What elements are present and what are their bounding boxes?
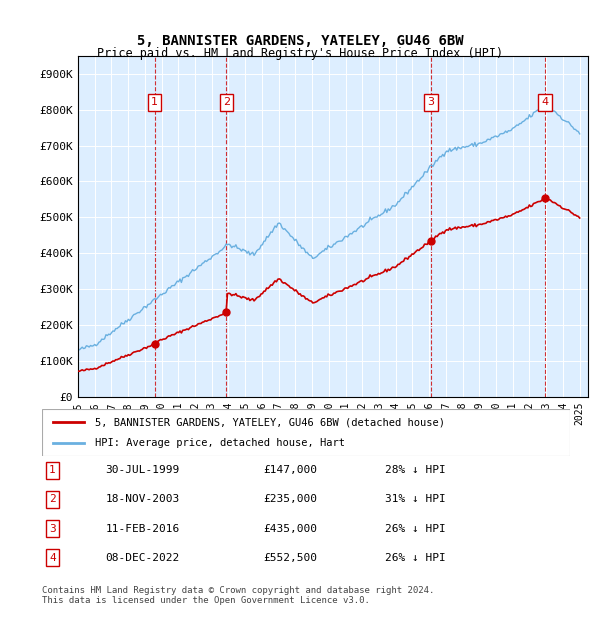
Text: 2: 2 <box>223 97 230 107</box>
Text: 11-FEB-2016: 11-FEB-2016 <box>106 523 179 534</box>
Text: £235,000: £235,000 <box>264 494 318 505</box>
Text: 3: 3 <box>49 523 56 534</box>
Text: 26% ↓ HPI: 26% ↓ HPI <box>385 552 446 563</box>
Text: £147,000: £147,000 <box>264 465 318 476</box>
Text: 1: 1 <box>151 97 158 107</box>
FancyBboxPatch shape <box>42 409 570 456</box>
Text: £435,000: £435,000 <box>264 523 318 534</box>
Text: Contains HM Land Registry data © Crown copyright and database right 2024.
This d: Contains HM Land Registry data © Crown c… <box>42 586 434 605</box>
Text: 30-JUL-1999: 30-JUL-1999 <box>106 465 179 476</box>
Text: 4: 4 <box>49 552 56 563</box>
Text: 28% ↓ HPI: 28% ↓ HPI <box>385 465 446 476</box>
Text: 26% ↓ HPI: 26% ↓ HPI <box>385 523 446 534</box>
Text: 4: 4 <box>541 97 548 107</box>
Text: 5, BANNISTER GARDENS, YATELEY, GU46 6BW (detached house): 5, BANNISTER GARDENS, YATELEY, GU46 6BW … <box>95 417 445 427</box>
Text: £552,500: £552,500 <box>264 552 318 563</box>
Text: HPI: Average price, detached house, Hart: HPI: Average price, detached house, Hart <box>95 438 345 448</box>
Text: 31% ↓ HPI: 31% ↓ HPI <box>385 494 446 505</box>
Text: 18-NOV-2003: 18-NOV-2003 <box>106 494 179 505</box>
Text: 2: 2 <box>49 494 56 505</box>
Text: Price paid vs. HM Land Registry's House Price Index (HPI): Price paid vs. HM Land Registry's House … <box>97 46 503 60</box>
Text: 5, BANNISTER GARDENS, YATELEY, GU46 6BW: 5, BANNISTER GARDENS, YATELEY, GU46 6BW <box>137 34 463 48</box>
Text: 1: 1 <box>49 465 56 476</box>
Text: 3: 3 <box>428 97 434 107</box>
Text: 08-DEC-2022: 08-DEC-2022 <box>106 552 179 563</box>
